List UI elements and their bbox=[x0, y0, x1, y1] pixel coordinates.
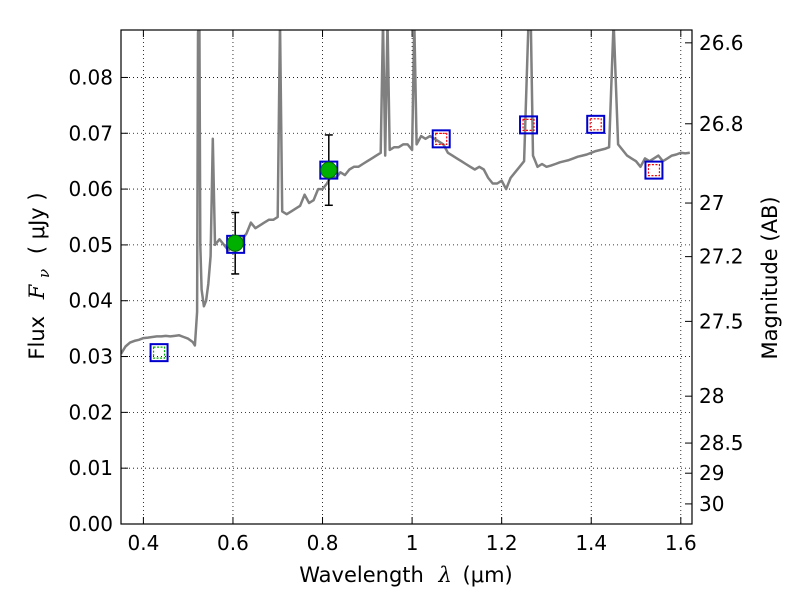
mag-tick-label: 27.2 bbox=[699, 245, 744, 269]
model-photometry-square bbox=[586, 114, 606, 134]
x-axis-label-symbol: λ bbox=[438, 563, 452, 587]
y-axis-label-symbol: F bbox=[25, 283, 49, 300]
y-tick-label: 0.00 bbox=[68, 512, 113, 536]
x-tick-label: 1 bbox=[406, 531, 419, 555]
x-tick-label: 0.4 bbox=[127, 531, 159, 555]
y-tick-label: 0.06 bbox=[68, 177, 113, 201]
x-tick-label: 1.6 bbox=[665, 531, 697, 555]
mag-tick-label: 28 bbox=[699, 384, 724, 408]
x-axis-label-text: Wavelength bbox=[299, 563, 424, 587]
mag-tick-label: 27.5 bbox=[699, 309, 744, 333]
y-tick-label: 0.03 bbox=[68, 345, 113, 369]
x-axis-label: Wavelength λ (μm) bbox=[299, 563, 512, 587]
y-axis-label-unit: ( μJy ) bbox=[25, 192, 49, 254]
axes-frame bbox=[120, 29, 693, 525]
y-tick-label: 0.05 bbox=[68, 233, 113, 257]
x-tick-label: 0.8 bbox=[307, 531, 339, 555]
x-tick-label: 1.2 bbox=[486, 531, 518, 555]
x-tick-label: 0.6 bbox=[217, 531, 249, 555]
grid-lines bbox=[121, 30, 692, 525]
mag-tick-label: 27 bbox=[699, 191, 724, 215]
photometry-markers bbox=[149, 114, 664, 363]
upper-limit-square bbox=[435, 132, 448, 145]
x-tick-label: 1.4 bbox=[575, 531, 607, 555]
detection-square bbox=[152, 346, 166, 359]
y-tick-label: 0.02 bbox=[68, 400, 113, 424]
y-tick-label: 0.04 bbox=[68, 289, 113, 313]
y-axis-label: Flux F ν ( μJy ) bbox=[25, 192, 54, 359]
plot-frame bbox=[120, 29, 693, 525]
y2-axis-label: Magnitude (AB) bbox=[758, 196, 782, 359]
sed-line bbox=[121, 30, 690, 355]
upper-limit-square bbox=[522, 118, 535, 131]
y-axis-label-text: Flux bbox=[25, 316, 49, 360]
mag-tick-label: 28.5 bbox=[699, 431, 744, 455]
model-photometry-square bbox=[431, 129, 451, 149]
mag-tick-label: 26.6 bbox=[699, 31, 744, 55]
mag-tick-label: 29 bbox=[699, 461, 724, 485]
y-axis-label-subscript: ν bbox=[35, 269, 53, 278]
observed-point bbox=[320, 161, 338, 179]
upper-limit-square bbox=[589, 118, 602, 131]
model-photometry-square bbox=[644, 160, 664, 180]
y-tick-label: 0.01 bbox=[68, 456, 113, 480]
observed-point bbox=[226, 234, 244, 252]
model-photometry-square bbox=[149, 343, 169, 363]
axis-ticks: 0.4 0.6 0.8 1 1.2 1.4 1.6 0.00 0.01 0.02 0.03 0.04 0… bbox=[68, 30, 744, 555]
model-photometry-square bbox=[519, 115, 539, 135]
y-tick-label: 0.08 bbox=[68, 65, 113, 89]
x-axis-label-unit: (μm) bbox=[463, 563, 513, 587]
upper-limit-square bbox=[647, 164, 661, 177]
mag-tick-label: 26.8 bbox=[699, 112, 744, 136]
mag-tick-label: 30 bbox=[699, 492, 724, 516]
y-tick-label: 0.07 bbox=[68, 121, 113, 145]
sed-curve bbox=[121, 30, 690, 355]
